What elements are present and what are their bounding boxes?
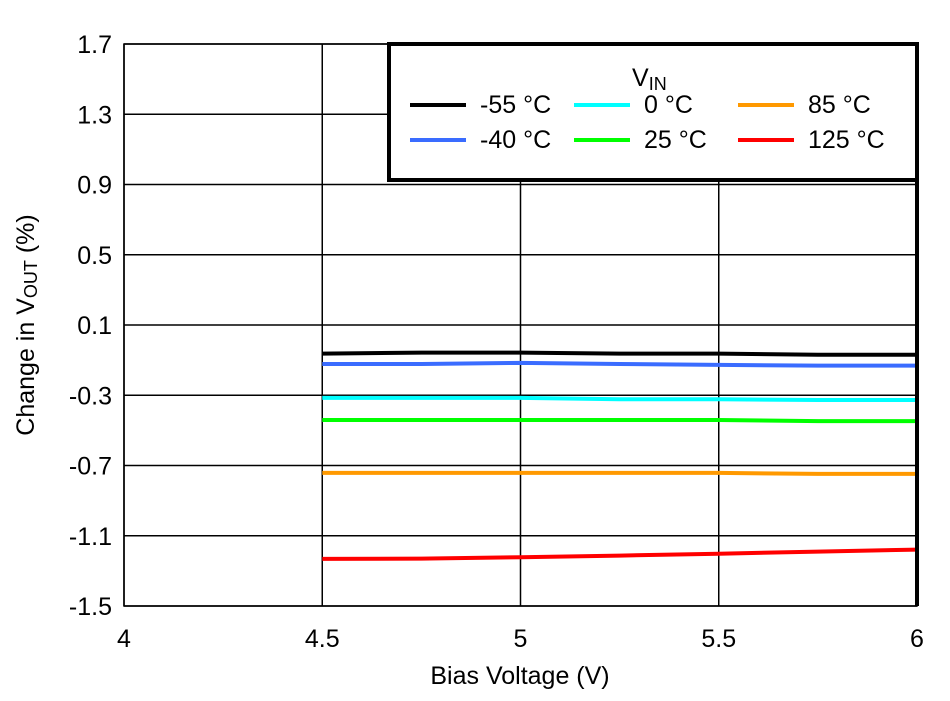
y-tick-label: -1.5 xyxy=(69,593,112,621)
series-lines xyxy=(322,350,918,561)
legend-label: -40 °C xyxy=(480,126,551,154)
legend: VIN -55 °C -40 °C 0 °C 25 °C 85 °C 125 °C xyxy=(387,42,919,182)
x-tick-label: 4 xyxy=(117,625,131,653)
y-tick-label: 1.7 xyxy=(77,31,112,59)
x-tick-label: 5.5 xyxy=(701,625,736,653)
y-tick-label: 0.1 xyxy=(77,312,112,340)
x-tick-label: 4.5 xyxy=(305,625,340,653)
series-line-0 xyxy=(322,350,917,357)
series-line-2 xyxy=(322,395,917,402)
legend-label: 25 °C xyxy=(644,126,707,154)
x-tick-label: 5 xyxy=(514,625,528,653)
y-tick-labels: 1.7 1.3 0.9 0.5 0.1 -0.3 -0.7 -1.1 -1.5 xyxy=(69,31,112,621)
legend-label: 85 °C xyxy=(808,91,871,119)
legend-label: -55 °C xyxy=(480,91,551,119)
x-tick-label: 6 xyxy=(910,625,924,653)
series-line-4 xyxy=(322,470,917,476)
series-line-3 xyxy=(322,418,917,424)
legend-title: VIN xyxy=(632,64,667,94)
x-axis-label: Bias Voltage (V) xyxy=(430,662,609,690)
legend-label: 0 °C xyxy=(644,91,693,119)
y-tick-label: 0.9 xyxy=(77,172,112,200)
y-tick-label: -0.7 xyxy=(69,453,112,481)
y-tick-label: 1.3 xyxy=(77,101,112,129)
series-line-1 xyxy=(322,360,917,368)
y-tick-label: 0.5 xyxy=(77,242,112,270)
x-tick-labels: 4 4.5 5 5.5 6 xyxy=(117,625,924,653)
y-tick-label: -1.1 xyxy=(69,523,112,551)
legend-box xyxy=(387,42,919,182)
y-axis-label: Change in VOUT (%) xyxy=(12,214,41,435)
y-tick-label: -0.3 xyxy=(69,382,112,410)
series-line-5 xyxy=(322,547,918,561)
legend-label: 125 °C xyxy=(808,126,885,154)
